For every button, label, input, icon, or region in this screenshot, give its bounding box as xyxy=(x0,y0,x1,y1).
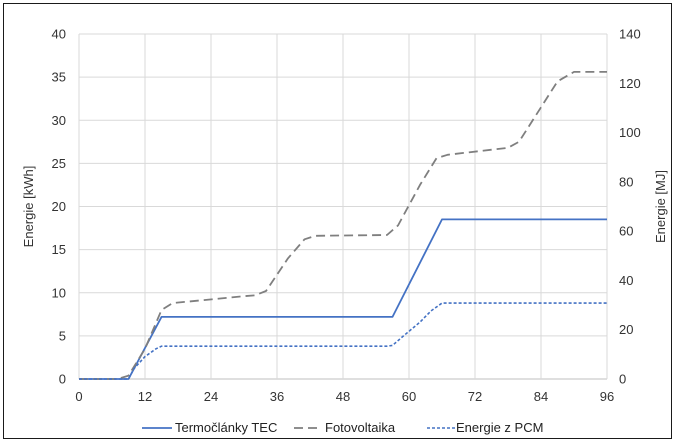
y-axis-title: Energie [kWh] xyxy=(21,166,36,248)
legend: Termočlánky TEC Fotovoltaika Energie z PCM xyxy=(142,420,543,435)
y2-axis-title: Energie [MJ] xyxy=(653,170,668,243)
legend-label-1: Termočlánky TEC xyxy=(175,420,277,435)
chart-frame xyxy=(3,3,672,439)
y2-tick-label: 120 xyxy=(619,76,641,91)
y2-tick-label: 80 xyxy=(619,174,633,189)
x-tick-label: 24 xyxy=(204,389,218,404)
y-tick-label: 25 xyxy=(52,156,66,171)
y-tick-label: 0 xyxy=(59,372,66,387)
series-lines xyxy=(79,71,607,380)
y2-tick-label: 60 xyxy=(619,224,633,239)
x-tick-label: 36 xyxy=(270,389,284,404)
series-line-3 xyxy=(79,302,607,380)
x-tick-label: 12 xyxy=(138,389,152,404)
x-tick-label: 84 xyxy=(534,389,548,404)
x-tick-label: 96 xyxy=(600,389,614,404)
y2-tick-label: 0 xyxy=(619,372,626,387)
x-tick-label: 48 xyxy=(336,389,350,404)
gridlines xyxy=(78,33,608,380)
y-tick-label: 20 xyxy=(52,199,66,214)
legend-label-2: Fotovoltaika xyxy=(325,420,396,435)
y2-tick-label: 20 xyxy=(619,322,633,337)
y-tick-label: 30 xyxy=(52,113,66,128)
y-tick-label: 10 xyxy=(52,285,66,300)
y2-tick-label: 140 xyxy=(619,27,641,42)
x-tick-label: 0 xyxy=(75,389,82,404)
y2-tick-label: 40 xyxy=(619,273,633,288)
x-tick-label: 72 xyxy=(468,389,482,404)
y2-tick-label: 100 xyxy=(619,125,641,140)
y-tick-label: 15 xyxy=(52,242,66,257)
y-tick-label: 40 xyxy=(52,27,66,42)
x-tick-label: 60 xyxy=(402,389,416,404)
y-tick-label: 35 xyxy=(52,70,66,85)
y-tick-label: 5 xyxy=(59,328,66,343)
legend-label-3: Energie z PCM xyxy=(456,420,543,435)
tick-labels: 0 5 10 15 20 25 30 35 40 0 20 40 60 80 100 120 140 0 12 24 3… xyxy=(52,27,641,405)
